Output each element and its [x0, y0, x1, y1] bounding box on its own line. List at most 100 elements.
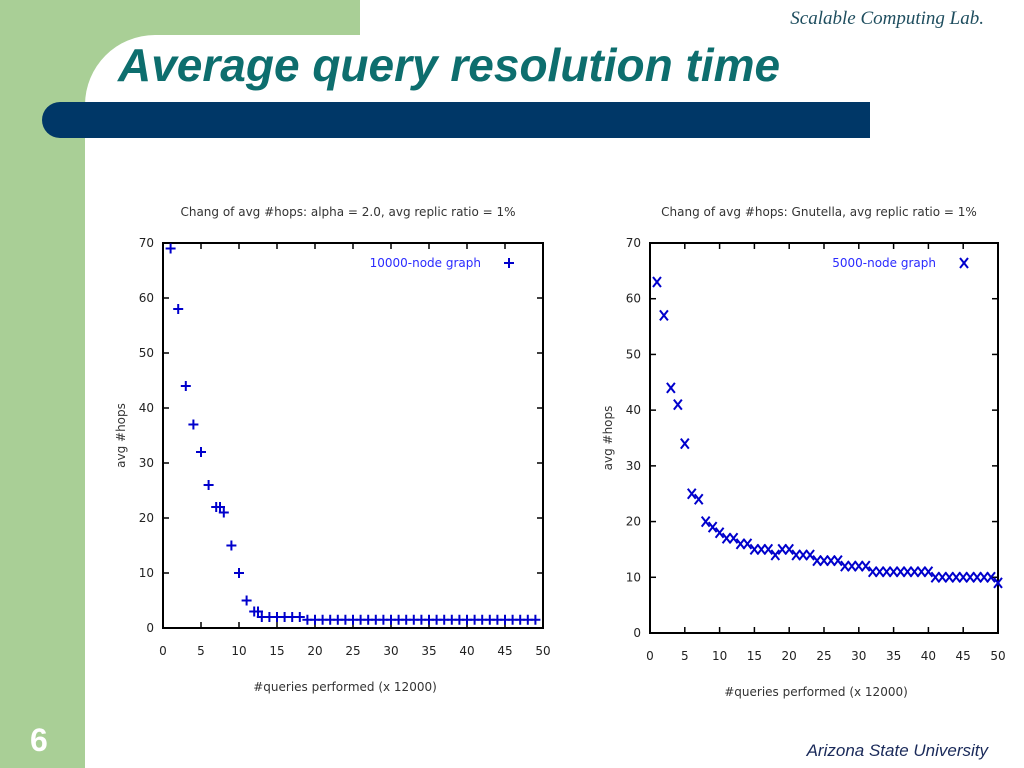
marker-stroke: [770, 549, 781, 561]
page-number: 6: [30, 722, 48, 758]
marker-stroke: [833, 554, 843, 567]
data-point: [707, 521, 718, 533]
data-point: [673, 398, 683, 411]
marker-stroke: [714, 527, 725, 539]
x-tick-label: 25: [816, 649, 831, 663]
y-tick-label: 30: [626, 459, 641, 473]
marker-stroke: [680, 437, 690, 450]
marker-stroke: [965, 571, 975, 583]
university-name: Arizona State University: [806, 741, 988, 760]
data-point: [735, 538, 746, 550]
y-tick-label: 50: [139, 346, 154, 360]
y-tick-label: 50: [626, 347, 641, 361]
data-point: [215, 502, 225, 512]
legend-marker: [504, 258, 514, 268]
legend-label: 10000-node graph: [370, 256, 481, 270]
x-axis-label: #queries performed (x 12000): [253, 680, 437, 694]
data-point: [812, 554, 822, 567]
data-point: [819, 554, 829, 567]
data-point: [847, 560, 857, 572]
marker-stroke: [819, 554, 829, 567]
marker-stroke: [652, 276, 662, 288]
data-point: [826, 554, 836, 567]
y-tick-label: 10: [626, 570, 641, 584]
data-point: [700, 515, 711, 528]
data-point: [840, 560, 850, 572]
marker-stroke: [867, 566, 878, 578]
slide-title: Average query resolution time: [118, 39, 781, 91]
marker-stroke: [826, 554, 836, 567]
marker-stroke: [902, 566, 913, 578]
data-point: [979, 571, 989, 583]
data-point: [728, 532, 739, 544]
x-tick-label: 15: [269, 644, 284, 658]
x-tick-label: 30: [383, 644, 398, 658]
marker-stroke: [916, 566, 927, 578]
marker-stroke: [735, 538, 746, 550]
data-point: [188, 419, 199, 430]
y-tick-label: 20: [139, 511, 154, 525]
x-tick-label: 45: [956, 649, 971, 663]
x-tick-label: 50: [990, 649, 1005, 663]
data-point: [253, 606, 263, 617]
chart-title: Chang of avg #hops: alpha = 2.0, avg rep…: [180, 205, 515, 219]
x-tick-label: 35: [886, 649, 901, 663]
data-point: [196, 447, 206, 457]
marker-stroke: [659, 309, 669, 322]
data-point: [742, 538, 753, 550]
marker-stroke: [951, 571, 962, 583]
marker-stroke: [673, 398, 683, 411]
data-point: [680, 437, 690, 450]
data-point: [923, 566, 934, 578]
data-point: [944, 571, 955, 583]
data-point: [652, 276, 662, 288]
data-point: [888, 566, 899, 578]
x-axis-label: #queries performed (x 12000): [724, 685, 908, 699]
data-point: [930, 571, 941, 583]
marker-stroke: [986, 571, 996, 583]
data-point: [234, 568, 244, 578]
marker-stroke: [721, 532, 732, 544]
data-point: [294, 612, 305, 622]
data-point: [805, 549, 815, 561]
marker-stroke: [881, 566, 892, 578]
data-point: [165, 243, 176, 254]
x-tick-label: 20: [307, 644, 322, 658]
marker-stroke: [958, 571, 968, 583]
x-tick-label: 20: [782, 649, 797, 663]
x-tick-label: 30: [851, 649, 866, 663]
data-point: [986, 571, 996, 583]
marker-stroke: [805, 549, 815, 561]
x-tick-label: 0: [159, 644, 167, 658]
marker-stroke: [993, 577, 1003, 589]
plot-frame: [162, 242, 544, 629]
y-axis-label: avg #hops: [601, 406, 615, 471]
y-axis-label: avg #hops: [114, 403, 128, 468]
data-point: [895, 566, 906, 578]
x-tick-label: 15: [747, 649, 762, 663]
y-tick-label: 60: [626, 292, 641, 306]
marker-stroke: [847, 560, 857, 572]
x-tick-label: 10: [712, 649, 727, 663]
x-tick-label: 50: [535, 644, 550, 658]
x-tick-label: 45: [497, 644, 512, 658]
data-point: [721, 532, 732, 544]
y-tick-label: 40: [139, 401, 154, 415]
data-point: [881, 566, 892, 578]
marker-stroke: [693, 493, 704, 505]
marker-stroke: [791, 549, 801, 561]
marker-stroke: [749, 543, 760, 556]
x-tick-label: 0: [646, 649, 654, 663]
marker-stroke: [742, 538, 753, 550]
data-point: [763, 543, 774, 556]
data-point: [867, 566, 878, 578]
data-point: [666, 382, 676, 394]
marker-stroke: [666, 382, 676, 394]
marker-stroke: [860, 560, 871, 572]
data-point: [173, 304, 184, 314]
marker-stroke: [798, 549, 808, 561]
data-point: [241, 595, 252, 606]
legend-marker: [959, 257, 969, 269]
data-point: [937, 571, 948, 583]
data-point: [902, 566, 913, 578]
